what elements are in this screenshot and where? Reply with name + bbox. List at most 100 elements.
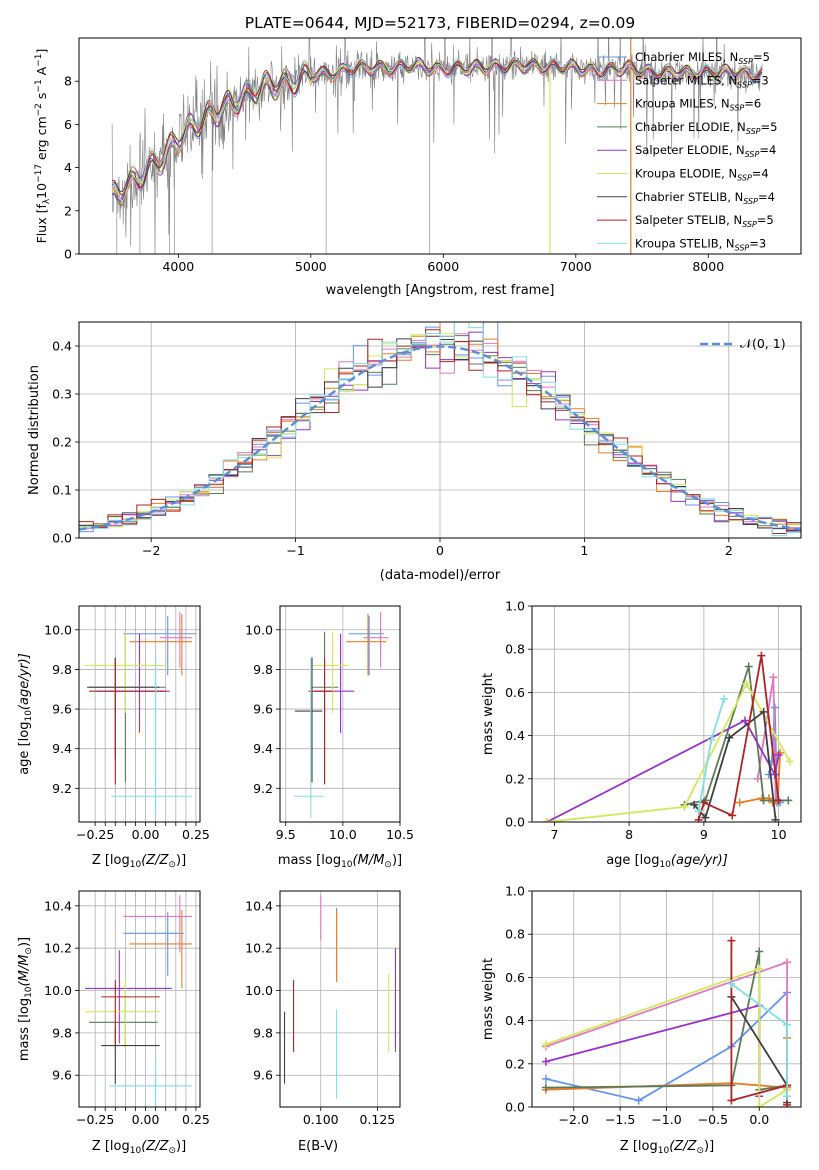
x-tick-label: 0.00 <box>132 1112 160 1127</box>
y-tick-label: 10.2 <box>44 941 72 956</box>
age-vs-metallicity-panel: −0.25 0.00 0.25 9.2 9.4 9.6 9.8 10.0 <box>44 605 210 842</box>
ageZ-ylabel: age [log10(age/yr)] <box>17 653 34 775</box>
residual-xlabel: (data-model)/error <box>380 568 501 583</box>
y-tick-label: 9.8 <box>52 1025 72 1040</box>
y-tick-label: 10.0 <box>44 622 72 637</box>
weight-marker <box>725 733 734 742</box>
legend-label-eq: =4 <box>758 190 775 204</box>
x-tick-label: 0.25 <box>182 827 210 842</box>
legend-label-eq: =6 <box>744 97 761 111</box>
y-tick-label: 4 <box>64 160 72 175</box>
legend-label-text: Kroupa STELIB, N <box>635 236 735 250</box>
x-tick-label: −0.5 <box>698 1112 728 1127</box>
legend-label-sub: SSP <box>743 197 758 206</box>
x-tick-label: 2 <box>725 543 733 558</box>
legend-label-text: Kroupa ELODIE, N <box>635 167 737 181</box>
x-tick-label: 5000 <box>295 259 327 274</box>
weight-marker <box>735 798 744 807</box>
x-tick-label: 0 <box>436 543 444 558</box>
y-tick-label: 10.4 <box>44 898 72 913</box>
y-tick-label: 9.8 <box>253 1025 273 1040</box>
weight-marker <box>634 1096 643 1105</box>
weight-marker <box>744 662 753 671</box>
spectrum-panel: 4000 5000 6000 7000 8000 0 2 4 6 8 Chabrier MILES,… <box>64 37 802 274</box>
legend-label: 𝒩(0, 1) <box>740 336 786 351</box>
legend-label-sub: SSP <box>738 57 753 66</box>
axes-frame <box>78 890 201 1108</box>
weight-marker <box>783 1100 792 1107</box>
age-vs-mass-panel: 9.5 10.0 10.5 9.2 9.4 9.6 9.8 10.0 <box>245 605 414 842</box>
y-tick-label: 0.4 <box>505 1013 525 1028</box>
data-spectrum-line <box>111 38 763 254</box>
weight-marker <box>784 796 793 805</box>
axes-frame <box>531 605 802 823</box>
y-tick-label: 0.8 <box>505 927 525 942</box>
legend-label-sub: SSP <box>735 243 750 252</box>
plot-area <box>111 38 763 254</box>
axes-frame <box>279 605 401 823</box>
weight-marker <box>742 679 751 688</box>
legend-label: Kroupa MILES, NSSP=6 <box>635 97 761 113</box>
ageZ-xlabel: Z [log10(Z/Z⊙)] <box>92 853 186 870</box>
axes-frame <box>78 605 201 823</box>
weight-line-salpeter-elodie <box>546 719 780 822</box>
x-tick-label: 10.5 <box>386 827 414 842</box>
weight-marker <box>759 796 768 805</box>
weight-marker <box>699 798 708 807</box>
weight-marker <box>728 811 737 820</box>
x-tick-label: −0.25 <box>76 1112 114 1127</box>
x-tick-label: 0.0 <box>749 1112 769 1127</box>
y-tick-label: 10.0 <box>245 983 273 998</box>
x-tick-label: 9 <box>700 827 708 842</box>
legend-label: Salpeter MILES, NSSP=3 <box>635 73 769 89</box>
x-tick-label: −2 <box>142 543 160 558</box>
weight-marker <box>541 1057 550 1066</box>
weight-marker <box>771 815 780 822</box>
y-tick-label: 0.2 <box>52 435 72 450</box>
y-tick-label: 0.2 <box>505 1056 525 1071</box>
wAge-xlabel: age [log10(age/yr)] <box>606 853 728 870</box>
figure-title: PLATE=0644, MJD=52173, FIBERID=0294, z=0… <box>245 14 635 32</box>
x-tick-label: −1 <box>286 543 304 558</box>
y-tick-label: 10.0 <box>44 983 72 998</box>
y-tick-label: 0.0 <box>52 531 72 546</box>
weight-line-kroupa-elodie <box>546 681 791 822</box>
x-tick-label: 7 <box>550 827 558 842</box>
x-tick-label: 6000 <box>427 259 459 274</box>
x-tick-label: 8 <box>625 827 633 842</box>
legend-label-eq: =4 <box>759 143 776 157</box>
axes-frame <box>279 890 401 1108</box>
weight-marker <box>727 936 736 945</box>
y-tick-label: 9.4 <box>52 741 72 756</box>
weight-marker <box>541 1083 550 1092</box>
weight-marker <box>755 947 764 956</box>
y-tick-label: 9.6 <box>52 702 72 717</box>
y-tick-label: 0.6 <box>505 685 525 700</box>
y-tick-label: 9.2 <box>52 781 72 796</box>
legend-label-eq: =5 <box>757 213 774 227</box>
mass-vs-metallicity-panel: −0.25 0.00 0.25 9.6 9.8 10.0 10.2 10.4 <box>44 890 210 1127</box>
plot-area <box>79 322 801 538</box>
weight-marker <box>680 802 689 811</box>
spectrum-ylabel: Flux [fλ10−17 erg cm−2 s−1 A−1] <box>34 49 52 244</box>
y-tick-label: 9.6 <box>52 1068 72 1083</box>
y-tick-label: 2 <box>64 203 72 218</box>
weight-marker <box>694 807 703 816</box>
weight-marker <box>769 673 778 682</box>
weight-marker <box>701 813 710 822</box>
x-tick-label: 0.00 <box>132 827 160 842</box>
y-tick-label: 6 <box>64 117 72 132</box>
x-tick-label: 0.125 <box>359 1112 395 1127</box>
normal-curve-line <box>79 345 801 531</box>
plot-area <box>542 651 794 822</box>
y-tick-label: 0.1 <box>52 483 72 498</box>
y-tick-label: 9.8 <box>253 662 273 677</box>
y-tick-label: 0.3 <box>52 387 72 402</box>
y-tick-label: 0.0 <box>505 815 525 830</box>
ageM-xlabel: mass [log10(M/M⊙)] <box>278 853 402 870</box>
legend-label-text: Kroupa MILES, N <box>635 97 730 111</box>
legend-label: Chabrier ELODIE, NSSP=5 <box>635 120 777 136</box>
weight-marker <box>541 1074 550 1083</box>
weight-marker <box>783 958 792 967</box>
